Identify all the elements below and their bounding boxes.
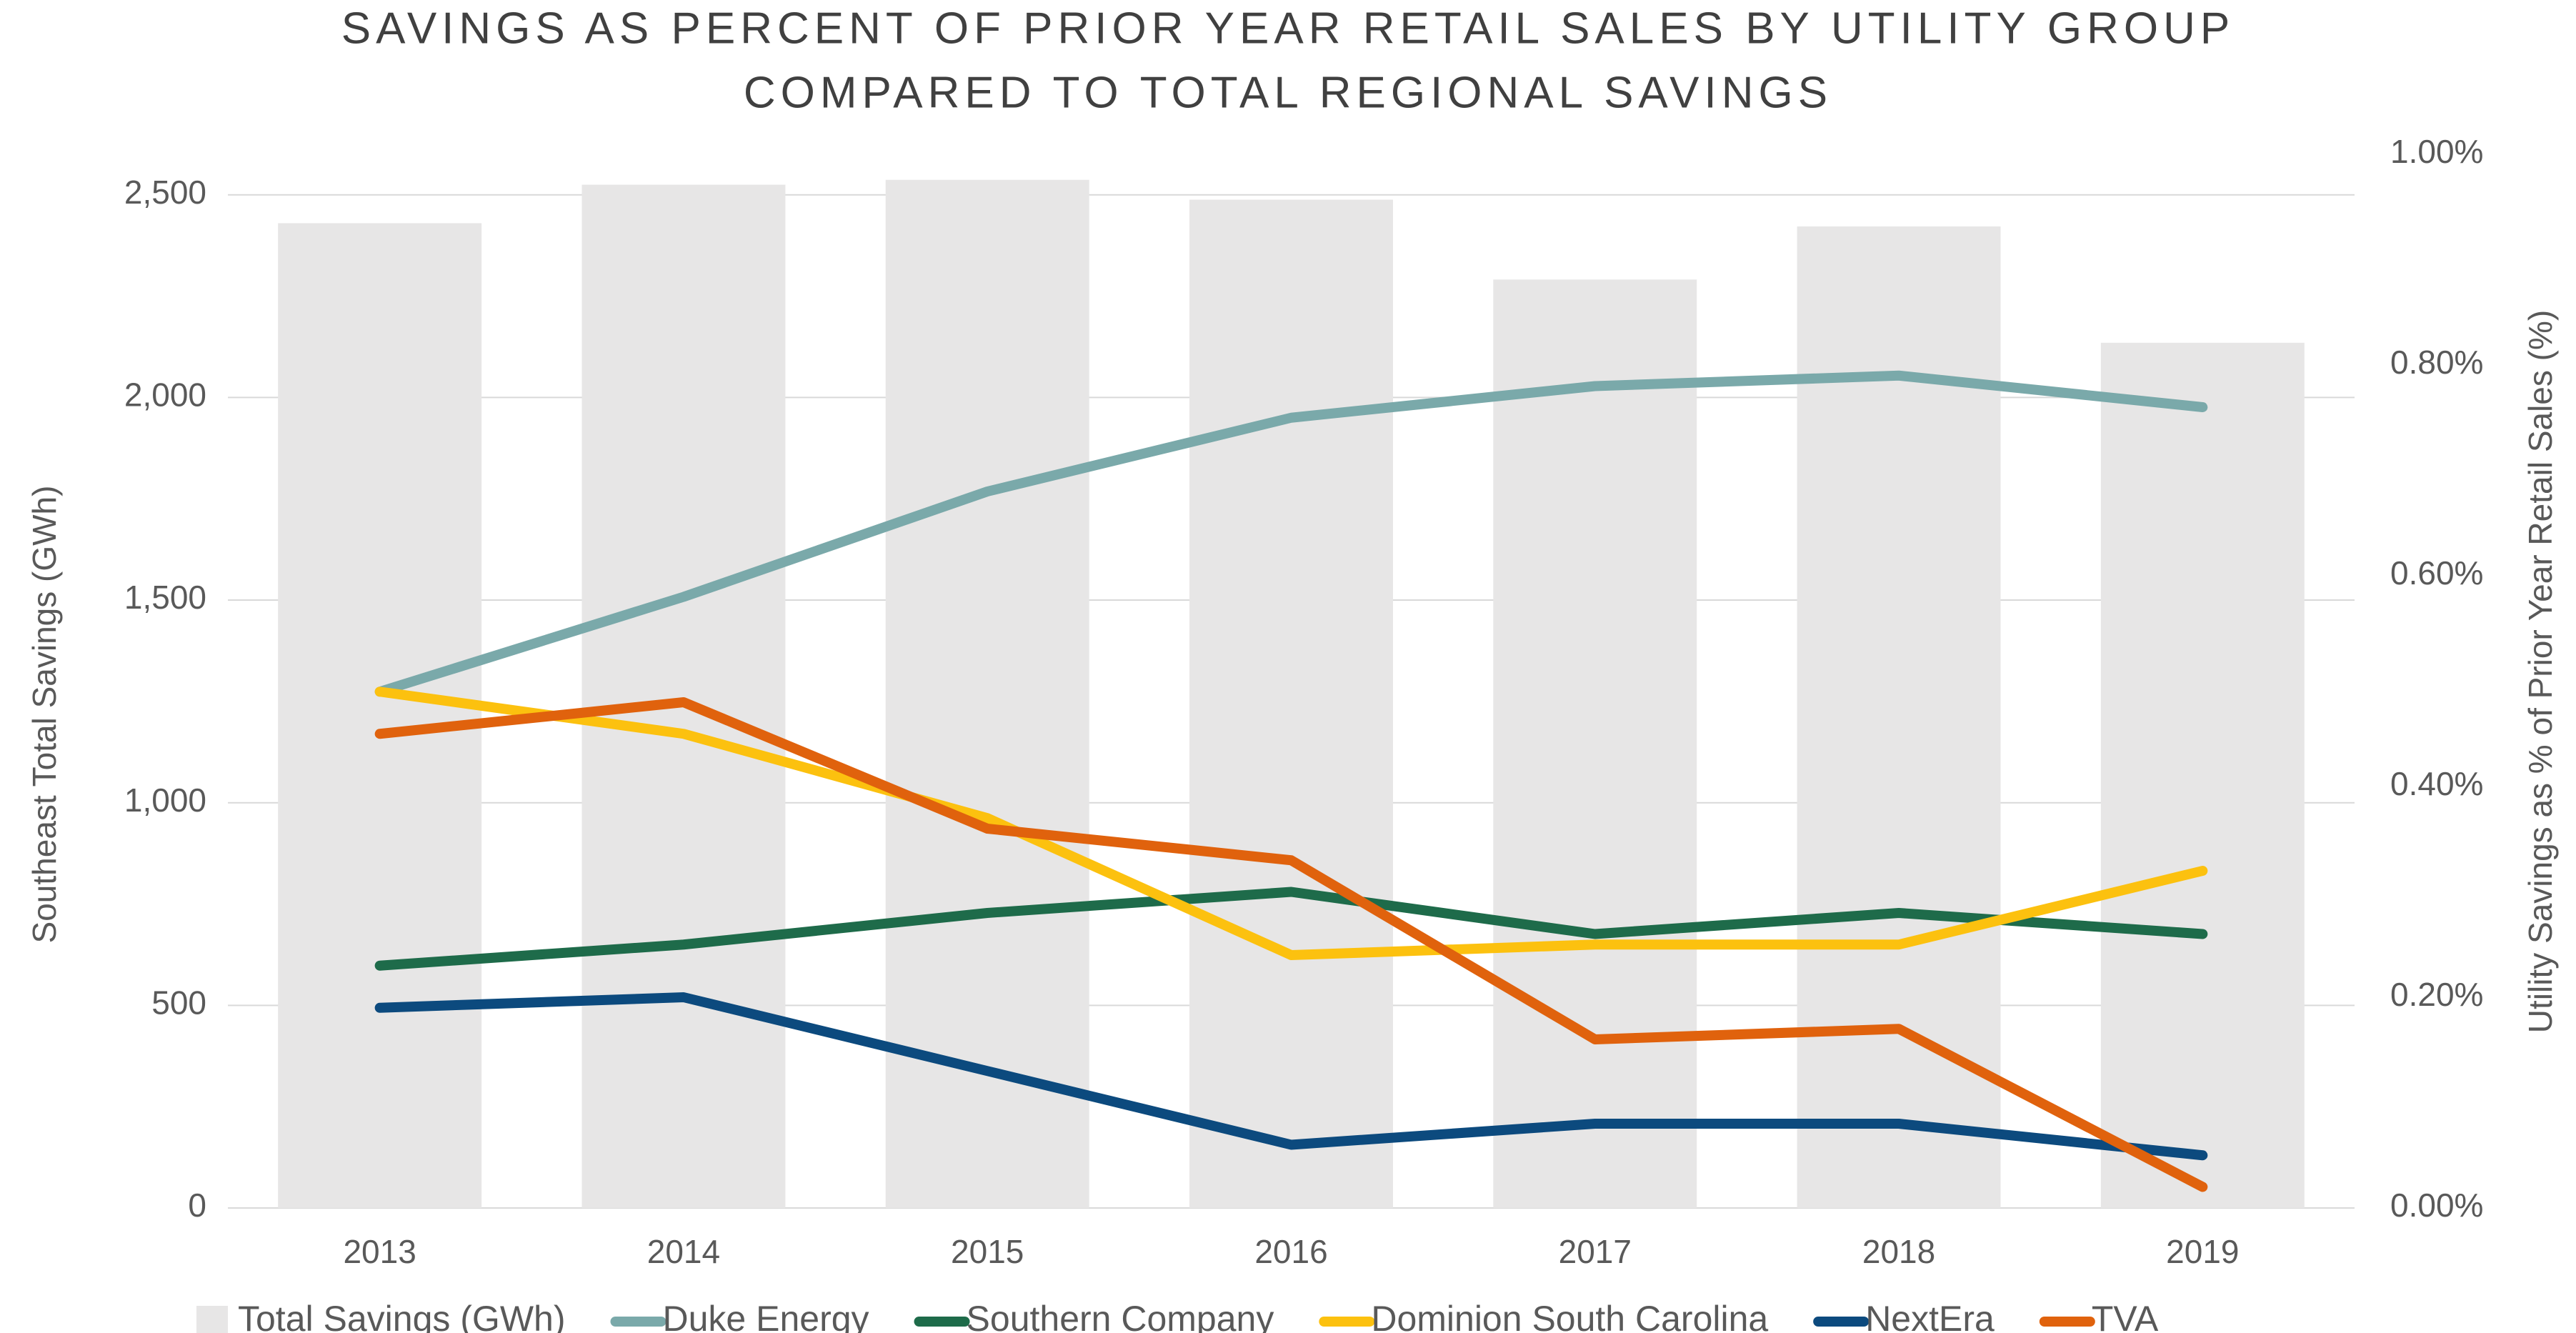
line [374,697,2208,1192]
x-tick-label: 2017 [1559,1233,1632,1270]
x-tick-label: 2019 [2166,1233,2239,1270]
y2-tick-label: 0.80% [2390,344,2483,381]
x-tick-label: 2015 [951,1233,1024,1270]
bar [1493,279,1697,1208]
line [374,992,2208,1161]
y2-axis-label: Utility Savings as % of Prior Year Retai… [2522,310,2559,1033]
x-tick-label: 2016 [1254,1233,1327,1270]
legend-swatch [196,1306,228,1333]
bar [885,179,1089,1209]
y2-tick-label: 0.60% [2390,554,2483,591]
bar [2100,342,2305,1208]
y2-tick-label: 0.20% [2390,976,2483,1013]
y-tick-label: 0 [188,1187,206,1224]
line [374,887,2208,971]
x-tick-label: 2018 [1862,1233,1935,1270]
x-tick-label: 2013 [343,1233,416,1270]
y-tick-label: 1,500 [124,579,206,616]
y2-tick-label: 0.00% [2390,1187,2483,1224]
y-axis-label: Southeast Total Savings (GWh) [26,486,63,944]
y2-tick-label: 0.40% [2390,765,2483,802]
legend-label: Dominion South Carolina [1371,1299,1768,1333]
legend-label: NextEra [1865,1299,1995,1333]
y-tick-label: 2,000 [124,376,206,414]
bar [1797,226,2001,1209]
legend-label: Southern Company [967,1299,1274,1333]
line [374,687,2208,960]
y-tick-label: 1,000 [124,782,206,819]
bar [278,223,482,1208]
bar [1189,199,1393,1208]
y2-tick-label: 1.00% [2390,133,2483,170]
legend-label: Total Savings (GWh) [238,1299,565,1333]
legend-label: TVA [2092,1299,2159,1333]
chart-title: COMPARED TO TOTAL REGIONAL SAVINGS [744,68,1832,117]
legend-label: Duke Energy [662,1299,869,1333]
bar [581,184,786,1208]
line [374,370,2208,697]
y-tick-label: 500 [151,984,206,1022]
x-tick-label: 2014 [647,1233,720,1270]
chart-title: SAVINGS AS PERCENT OF PRIOR YEAR RETAIL … [341,4,2235,53]
y-tick-label: 2,500 [124,174,206,211]
